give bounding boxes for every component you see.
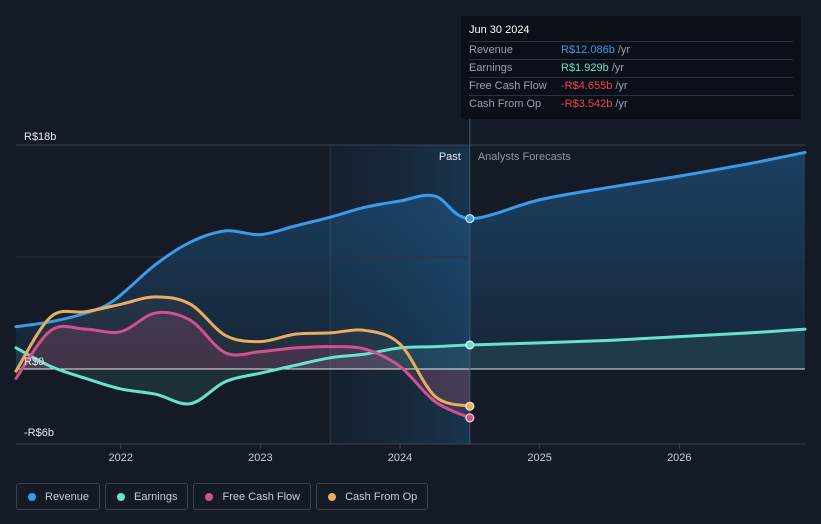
tooltip-value: R$1.929b [561,62,609,74]
series-area-earnings [16,329,805,404]
series-line-revenue [14,150,807,329]
series-marker-cash-from-op [465,401,475,411]
forecast-label: Analysts Forecasts [478,151,571,163]
tooltip-value: R$12.086b [561,44,615,56]
series-area-revenue [16,152,805,369]
legend-dot-icon [328,492,337,501]
tooltip-row-earnings: Earnings R$1.929b /yr [469,59,793,77]
legend-revenue-button[interactable]: Revenue [16,483,101,510]
series-area-free-cash-flow [16,312,470,418]
tooltip-label: Cash From Op [469,98,542,110]
series-line-cash-from-op [14,295,472,408]
tooltip-unit: /yr [615,80,628,92]
tooltip-unit: /yr [615,98,628,110]
past-label: Past [439,151,461,163]
x-tick-label: 2022 [108,452,132,464]
tooltip-row-cash-from-op: Cash From Op -R$3.542b /yr [469,95,793,113]
x-tick-label: 2026 [667,452,691,464]
legend-free-cash-flow-button[interactable]: Free Cash Flow [193,483,312,510]
series-line-free-cash-flow [14,310,472,420]
tooltip-date: Jun 30 2024 [469,24,530,36]
x-tick-label: 2023 [248,452,272,464]
series-marker-free-cash-flow [465,413,475,423]
tooltip-unit: /yr [611,62,624,74]
tooltip-label: Revenue [469,44,514,56]
legend-label: Free Cash Flow [222,490,301,503]
legend-earnings-button[interactable]: Earnings [105,483,189,510]
series-line-earnings [14,327,807,406]
x-tick-label: 2024 [388,452,412,464]
tooltip-label: Earnings [469,62,513,74]
tooltip-value: -R$4.655b [561,80,613,92]
legend-label: Revenue [45,490,90,503]
y-tick-label: -R$6b [24,427,54,439]
chart-legend: Revenue Earnings Free Cash Flow Cash Fro… [16,483,429,510]
tooltip-label: Free Cash Flow [469,80,547,92]
y-tick-label: R$18b [24,131,56,143]
tooltip-row-revenue: Revenue R$12.086b /yr [469,41,793,59]
tooltip-value: -R$3.542b [561,98,613,110]
tooltip-row-free-cash-flow: Free Cash Flow -R$4.655b /yr [469,77,793,95]
legend-dot-icon [205,492,214,501]
series-marker-earnings [465,340,475,350]
tooltip-unit: /yr [617,44,631,56]
series-marker-revenue [465,214,475,224]
series-area-cash-from-op [16,296,470,407]
y-tick-label: R$0 [24,356,44,368]
legend-cash-from-op-button[interactable]: Cash From Op [316,483,429,510]
legend-label: Cash From Op [345,490,418,503]
legend-label: Earnings [134,490,178,503]
legend-dot-icon [117,492,126,501]
x-tick-label: 2025 [527,452,551,464]
legend-dot-icon [28,492,36,501]
tooltip-panel: Jun 30 2024 Revenue R$12.086b /yr Earnin… [461,16,801,119]
